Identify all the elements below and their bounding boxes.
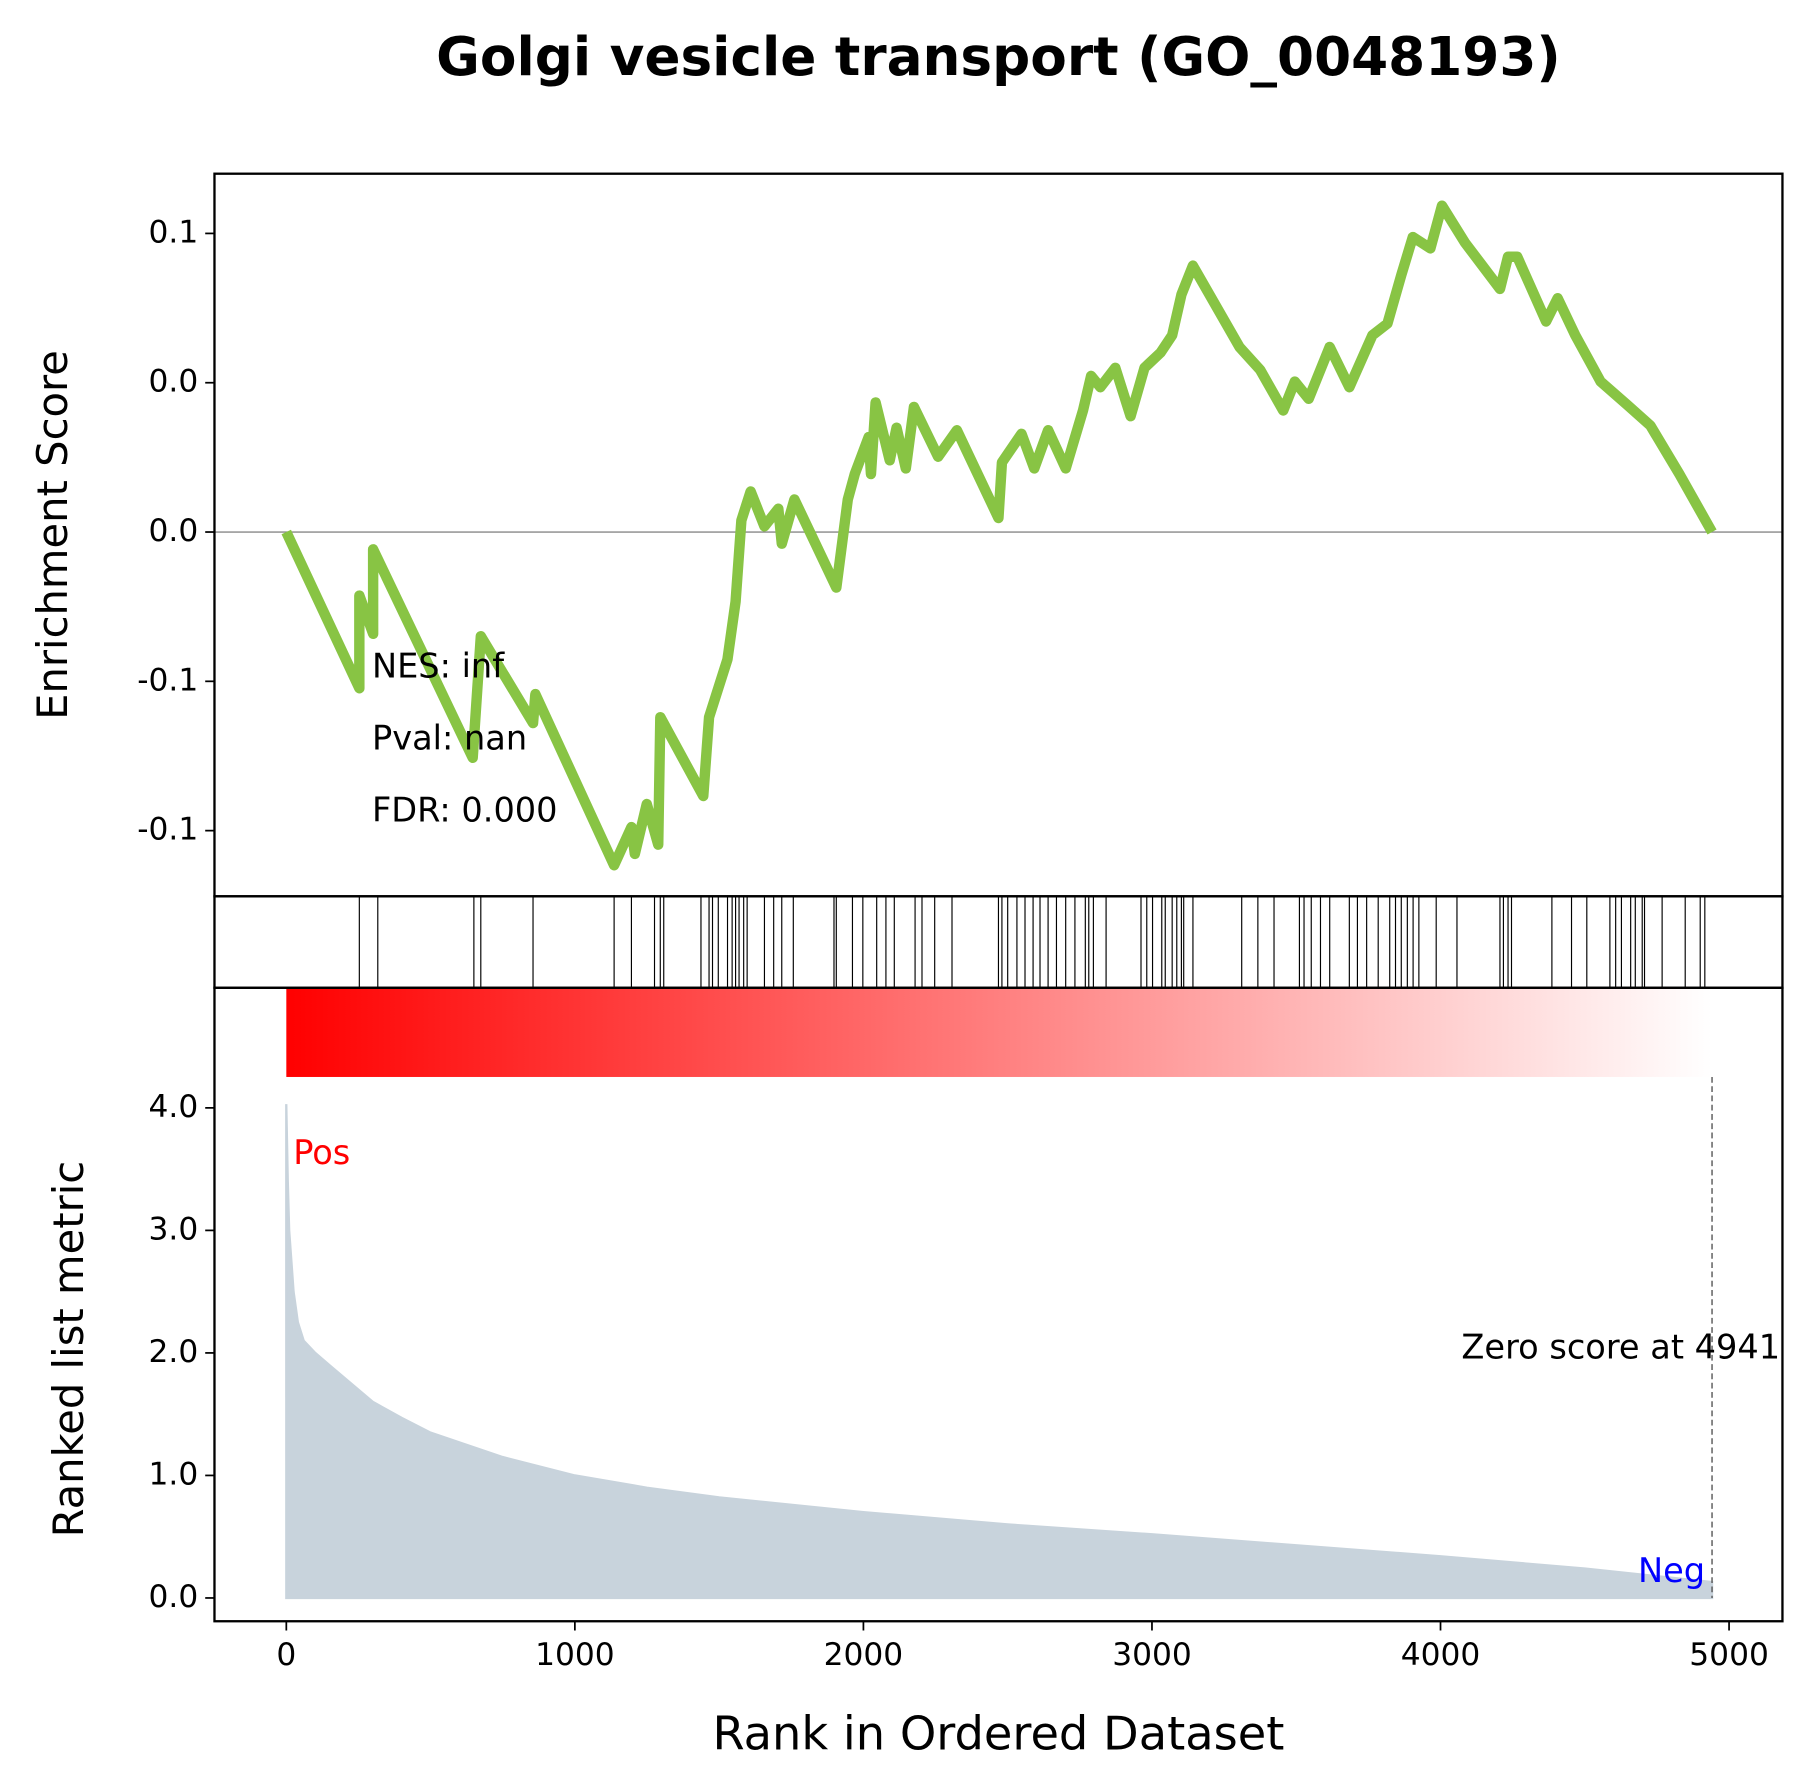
axes-frame [213,172,1784,898]
y-tick-label: -0.1 [137,812,198,848]
pos-label: Pos [293,1133,350,1172]
y-tick-label: 0.0 [149,364,199,400]
x-tick-label: 5000 [1689,1637,1769,1673]
x-tick-label: 0 [276,1637,296,1673]
rank-colorbar [286,987,1713,1077]
chart-title: Golgi vesicle transport (GO_0048193) [436,26,1561,88]
x-tick-label: 4000 [1401,1637,1481,1673]
y-tick-label: 2.0 [149,1334,199,1370]
stat-annotation: NES: inf [372,647,505,686]
y-tick-label: 0.0 [149,1579,199,1615]
enrichment-line [281,200,1717,871]
axes-frame [213,986,1784,1623]
x-tick-label: 2000 [824,1637,904,1673]
y-axis-label: Ranked list metric [44,1161,93,1538]
stat-annotation: FDR: 0.000 [372,790,558,829]
y-tick-label: 1.0 [149,1456,199,1492]
y-tick-label: 0.0 [149,513,199,549]
y-tick-label: 0.1 [149,214,199,250]
y-tick-label: -0.1 [137,662,198,698]
y-tick-label: 3.0 [149,1211,199,1247]
x-tick-label: 3000 [1112,1637,1192,1673]
x-tick-label: 1000 [535,1637,615,1673]
y-tick-label: 4.0 [149,1089,199,1125]
y-axis-label: Enrichment Score [28,350,77,720]
zero-score-label: Zero score at 4941 [1461,1328,1780,1367]
neg-label: Neg [1638,1551,1705,1590]
stat-annotation: Pval: nan [372,718,527,757]
x-axis-label: Rank in Ordered Dataset [712,1707,1284,1761]
metric-area [285,1104,1714,1600]
